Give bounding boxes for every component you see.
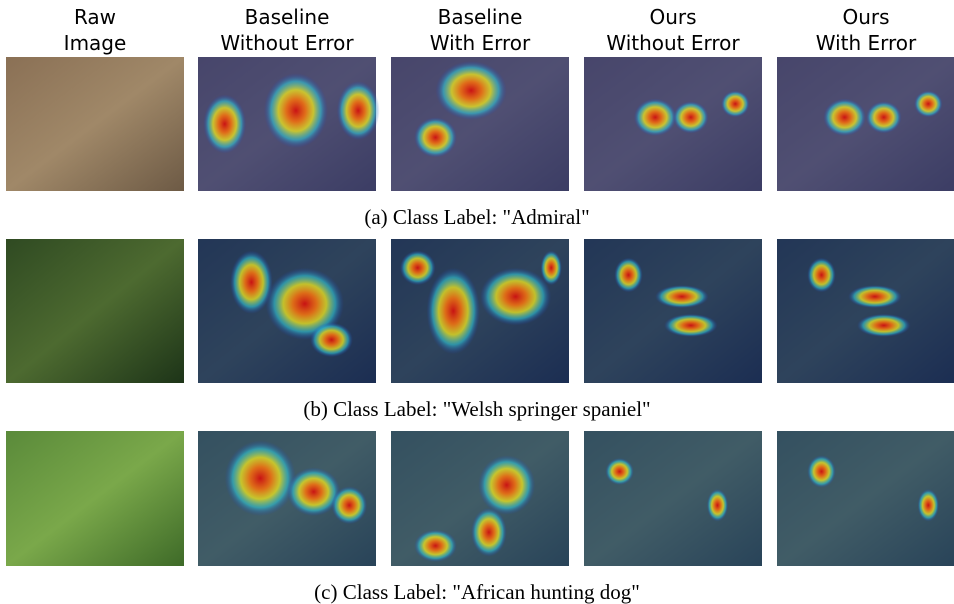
page: RawImageBaselineWithout ErrorBaselineWit… (0, 0, 954, 604)
heatmap-image (777, 431, 954, 566)
heat-blob (848, 285, 901, 308)
heat-blob (655, 285, 708, 308)
heatmap-image (584, 57, 762, 191)
heat-blob (400, 251, 436, 286)
heat-blob (478, 455, 535, 514)
heatmap-image (584, 239, 762, 383)
heatmap-image (198, 57, 380, 191)
heatmap-image (391, 57, 569, 191)
heat-blob (807, 258, 835, 293)
heat-blob (918, 489, 939, 521)
header-line: Ours (649, 5, 696, 29)
raw-image (6, 431, 184, 566)
image-base (6, 431, 184, 566)
image-grid: (a) Class Label: "Admiral" (b) Class Labe… (6, 57, 954, 604)
heat-blob (634, 99, 677, 137)
image-tint (584, 239, 762, 383)
image-tint (777, 57, 954, 191)
heat-blob (614, 258, 642, 293)
heat-blob (664, 314, 717, 337)
heat-blob (541, 251, 562, 286)
heat-blob (436, 61, 507, 120)
header-line: Without Error (606, 31, 740, 55)
heat-blob (480, 268, 551, 326)
heat-blob (264, 73, 328, 148)
heat-blob (605, 458, 633, 485)
heat-blob (807, 455, 835, 487)
header-line: With Error (816, 31, 917, 55)
raw-image (6, 57, 184, 191)
heatmap-image (777, 57, 954, 191)
image-base (6, 239, 184, 383)
header-line: Raw (74, 5, 116, 29)
header-line: With Error (430, 31, 531, 55)
heat-blob (414, 117, 457, 157)
heatmap-image (198, 431, 376, 566)
heat-blob (471, 508, 507, 557)
heat-blob (337, 81, 380, 140)
heatmap-image (391, 431, 569, 566)
raw-image (6, 239, 184, 383)
header-line: Baseline (245, 5, 330, 29)
row-caption: (b) Class Label: "Welsh springer spaniel… (303, 397, 650, 421)
heat-blob (203, 95, 246, 154)
heat-blob (332, 486, 368, 524)
figure: RawImageBaselineWithout ErrorBaselineWit… (0, 0, 954, 604)
heat-blob (707, 489, 728, 521)
heatmap-image (391, 239, 569, 383)
header-line: Ours (842, 5, 889, 29)
heat-blob (823, 99, 866, 137)
row-caption: (a) Class Label: "Admiral" (364, 205, 589, 229)
image-base (6, 57, 184, 191)
heat-blob (225, 440, 296, 516)
image-tint (777, 239, 954, 383)
heat-blob (310, 323, 353, 358)
heatmap-image (198, 239, 376, 383)
heat-blob (866, 101, 902, 133)
image-tint (584, 431, 762, 566)
heat-blob (914, 91, 942, 118)
header-line: Image (64, 31, 127, 55)
heat-blob (721, 91, 749, 118)
heat-blob (857, 314, 910, 337)
heatmap-image (777, 239, 954, 383)
heat-blob (673, 101, 709, 133)
row-caption: (c) Class Label: "African hunting dog" (314, 580, 640, 604)
heat-blob (427, 268, 480, 354)
heatmap-image (584, 431, 762, 566)
heat-blob (414, 530, 457, 562)
header-line: Without Error (220, 31, 354, 55)
header-line: Baseline (438, 5, 523, 29)
